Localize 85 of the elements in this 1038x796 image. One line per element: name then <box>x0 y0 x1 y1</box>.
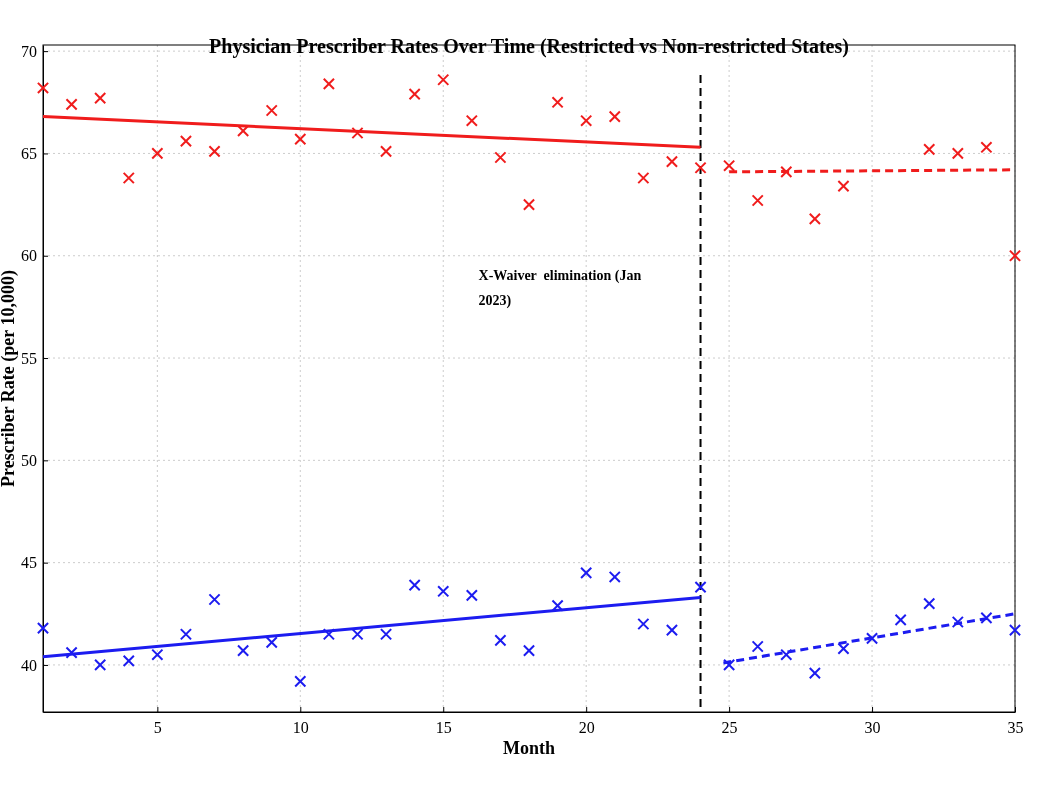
y-tick-label: 55 <box>21 349 37 367</box>
point <box>408 87 421 101</box>
point <box>179 628 193 641</box>
point <box>751 640 764 653</box>
point <box>694 581 707 594</box>
point <box>951 615 964 629</box>
point <box>637 617 650 631</box>
point <box>837 642 850 655</box>
point <box>865 632 879 645</box>
point <box>551 599 564 612</box>
point <box>351 126 364 140</box>
x-tick-label: 10 <box>292 718 309 736</box>
x-axis-title: Month <box>502 738 556 758</box>
point <box>437 73 450 86</box>
point <box>894 613 907 627</box>
point <box>1008 624 1022 637</box>
point <box>951 147 964 160</box>
point <box>437 585 450 598</box>
point <box>237 644 250 657</box>
point <box>665 624 679 637</box>
x-tick-label: 25 <box>721 718 738 736</box>
point <box>580 114 593 127</box>
point <box>465 589 478 602</box>
point <box>208 145 221 158</box>
point <box>208 593 221 606</box>
y-tick-label: 65 <box>21 145 37 163</box>
point <box>379 628 393 641</box>
point <box>351 628 364 641</box>
point <box>780 165 793 178</box>
point <box>36 622 50 635</box>
point <box>65 98 78 111</box>
point <box>151 147 164 160</box>
y-tick-label: 45 <box>21 554 37 572</box>
point <box>465 114 478 127</box>
point <box>522 198 536 211</box>
point <box>837 180 850 193</box>
point <box>608 110 621 123</box>
point <box>980 141 993 154</box>
point <box>122 171 135 185</box>
point <box>179 135 193 148</box>
point <box>551 96 564 109</box>
x-tick-label: 5 <box>153 718 162 736</box>
point <box>923 597 936 610</box>
point <box>608 570 621 584</box>
y-axis-title: Prescriber Rate (per 10,000) <box>0 270 19 487</box>
point <box>294 675 307 688</box>
point <box>780 648 793 661</box>
y-tick-label: 40 <box>21 656 37 674</box>
point <box>580 566 593 579</box>
x-tick-label: 20 <box>578 718 595 736</box>
point <box>808 667 821 680</box>
point <box>1008 249 1022 262</box>
point <box>379 145 393 158</box>
chart-title: Physician Prescriber Rates Over Time (Restricted vs Non-restricted States) <box>209 35 849 58</box>
y-tick-label: 70 <box>21 42 37 60</box>
y-tick-label: 50 <box>21 451 37 469</box>
point <box>36 81 50 95</box>
point <box>723 658 736 672</box>
point <box>94 92 107 105</box>
point <box>637 171 650 185</box>
point <box>494 634 507 647</box>
point <box>322 628 335 641</box>
point <box>923 143 936 156</box>
point <box>294 133 307 146</box>
point <box>694 161 707 174</box>
point <box>65 646 78 659</box>
point <box>265 104 278 117</box>
x-tick-label: 35 <box>1007 718 1024 736</box>
point <box>494 151 507 164</box>
point <box>408 579 421 592</box>
point <box>723 159 736 172</box>
y-tick-label: 60 <box>21 247 37 265</box>
x-tick-label: 30 <box>864 718 881 736</box>
point <box>122 654 135 667</box>
point <box>522 644 536 657</box>
point <box>151 648 164 661</box>
point <box>322 77 335 90</box>
x-tick-label: 15 <box>435 718 452 736</box>
point <box>980 611 993 624</box>
point <box>665 155 679 168</box>
point <box>751 194 764 207</box>
point <box>94 658 107 672</box>
ref-line-label: X-Waiver elimination (Jan 2023) <box>478 268 642 310</box>
point <box>265 636 278 649</box>
point <box>808 212 821 226</box>
